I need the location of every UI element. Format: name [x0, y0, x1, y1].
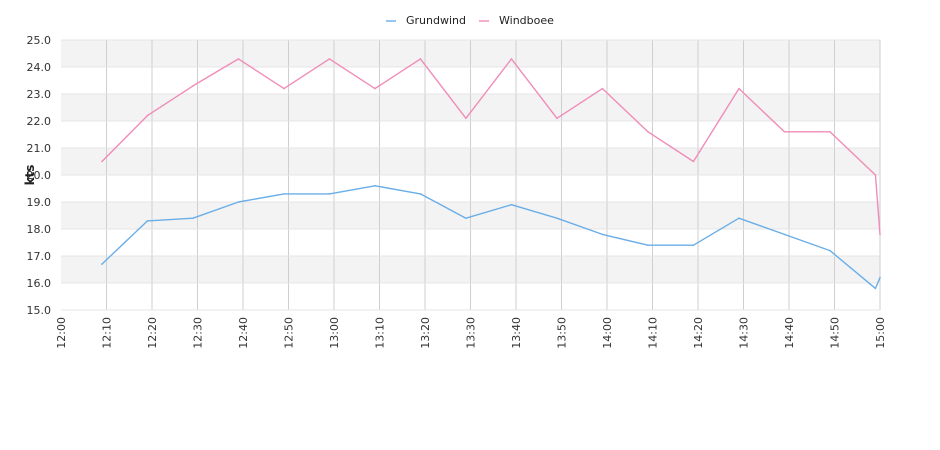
y-axis-ticks: 15.0 16.0 17.0 18.0 19.0 20.0 21.0 22.0 23.0 24.0…	[27, 34, 880, 317]
data-point-grundwind	[783, 233, 786, 236]
data-point-windboee	[783, 131, 786, 133]
y-tick-label: 15.0	[27, 304, 52, 317]
x-tick-label: 13:00	[328, 317, 341, 349]
data-point-grundwind	[879, 276, 881, 279]
data-point-grundwind	[192, 217, 194, 219]
x-tick-label: 13:50	[556, 317, 569, 349]
data-point-windboee	[879, 233, 881, 236]
x-tick-label: 12:40	[237, 317, 250, 349]
data-point-windboee	[829, 131, 831, 133]
data-point-windboee	[510, 58, 513, 60]
legend-label-grundwind: Grundwind	[406, 14, 466, 27]
data-point-grundwind	[647, 244, 649, 246]
data-point-grundwind	[146, 220, 149, 222]
data-point-grundwind	[419, 193, 422, 195]
data-point-windboee	[419, 58, 422, 60]
y-tick-label: 24.0	[27, 61, 52, 74]
series-lines	[101, 58, 881, 290]
data-point-windboee	[283, 87, 285, 90]
data-point-windboee	[328, 58, 331, 60]
x-axis-ticks: 12:00 12:10 12:20 12:30 12:40 12:50 13:00 13:10…	[55, 317, 887, 349]
data-point-grundwind	[556, 217, 558, 219]
data-point-grundwind	[374, 185, 376, 187]
data-point-windboee	[738, 87, 740, 90]
y-tick-label: 17.0	[27, 250, 52, 263]
y-axis-label: kts	[23, 165, 37, 186]
legend: Grundwind Windboee	[386, 14, 554, 27]
data-point-grundwind	[328, 193, 331, 195]
y-tick-label: 18.0	[27, 223, 52, 236]
y-tick-label: 21.0	[27, 142, 52, 155]
data-point-grundwind	[874, 287, 877, 290]
y-tick-label: 16.0	[27, 277, 52, 290]
y-tick-label: 20.0	[27, 169, 52, 182]
data-point-windboee	[101, 160, 103, 163]
data-point-windboee	[692, 160, 695, 163]
data-point-grundwind	[692, 244, 695, 246]
y-tick-label: 25.0	[27, 34, 52, 47]
y-tick-label: 19.0	[27, 196, 52, 209]
data-point-grundwind	[510, 203, 513, 206]
data-point-grundwind	[465, 217, 467, 219]
x-tick-label: 13:40	[510, 317, 523, 349]
x-tick-label: 14:00	[601, 317, 614, 349]
data-point-grundwind	[738, 217, 740, 219]
x-tick-label: 15:00	[874, 317, 887, 349]
data-point-windboee	[874, 174, 877, 176]
x-tick-label: 12:50	[283, 317, 296, 349]
x-tick-label: 13:20	[419, 317, 432, 349]
x-tick-label: 12:00	[55, 317, 68, 349]
data-point-windboee	[465, 117, 467, 120]
y-tick-label: 22.0	[27, 115, 52, 128]
data-point-windboee	[146, 114, 149, 117]
data-point-grundwind	[237, 201, 240, 203]
data-point-windboee	[601, 87, 604, 90]
data-point-grundwind	[101, 263, 103, 265]
x-tick-label: 14:50	[829, 317, 842, 349]
data-point-windboee	[192, 85, 194, 87]
data-point-windboee	[237, 58, 240, 60]
data-point-grundwind	[601, 233, 604, 236]
data-point-grundwind	[829, 249, 831, 252]
x-tick-label: 13:30	[465, 317, 478, 349]
data-point-windboee	[647, 131, 649, 133]
x-tick-label: 13:10	[374, 317, 387, 349]
data-point-windboee	[556, 117, 558, 120]
x-tick-label: 14:40	[783, 317, 796, 349]
legend-label-windboee: Windboee	[499, 14, 554, 27]
data-point-grundwind	[283, 193, 285, 195]
x-tick-label: 12:20	[146, 317, 159, 349]
x-tick-label: 12:30	[192, 317, 205, 349]
y-tick-label: 23.0	[27, 88, 52, 101]
x-tick-label: 14:10	[647, 317, 660, 349]
x-tick-label: 14:30	[738, 317, 751, 349]
data-point-windboee	[374, 87, 376, 90]
x-tick-label: 12:10	[101, 317, 114, 349]
x-tick-label: 14:20	[692, 317, 705, 349]
